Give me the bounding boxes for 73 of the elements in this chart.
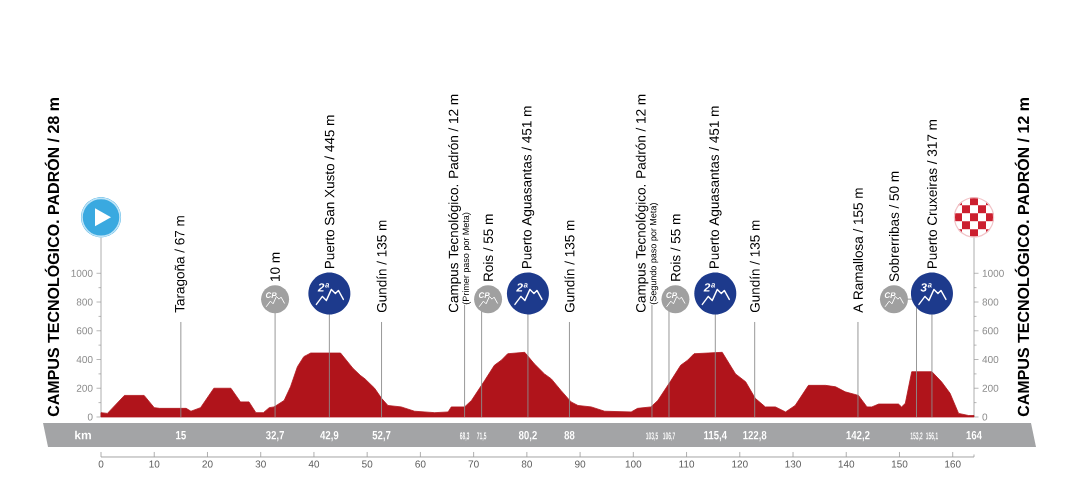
x2-tick-label: 15 xyxy=(176,431,186,440)
x2-tick-label: 32,7 xyxy=(265,430,284,442)
annotation: CP xyxy=(478,292,490,298)
ref-line-label: Puerto Aguasantas / 451 m xyxy=(521,106,535,269)
x-tick-label: 20 xyxy=(202,460,213,468)
x2-tick-label: 164 xyxy=(966,430,982,440)
y-tick-label: 400 xyxy=(76,355,93,364)
annotation: 3ª xyxy=(920,283,932,292)
x2-tick-label: 71,5 xyxy=(477,432,487,441)
ref-line-label: Campus Tecnológico. Padrón / 12 m xyxy=(635,94,649,313)
ref-line-label: Taragoña / 67 m xyxy=(174,216,188,313)
y-axis-title: CAMPUS TECNOLÓGICO. PADRÓN / 28 m xyxy=(44,98,60,417)
y2-tick-label: 800 xyxy=(982,298,999,306)
ref-line-label: Puerto Cruxeiras / 317 m xyxy=(926,120,937,269)
x2-tick-label: 42,9 xyxy=(320,430,339,442)
x2-tick-label: 80,2 xyxy=(518,430,537,442)
y-tick-label: 200 xyxy=(76,384,93,392)
y-tick-label: 0 xyxy=(87,413,93,421)
ref-line-label: 10 m xyxy=(270,252,280,281)
x-tick-label: 10 xyxy=(149,460,160,468)
x2-tick-label: 52,7 xyxy=(372,430,391,442)
x-tick-label: 60 xyxy=(415,460,426,468)
x2-tick-label: 103,5 xyxy=(646,432,659,441)
x-tick-label: 160 xyxy=(945,460,961,468)
x2-tick-label: 153,2 xyxy=(910,432,923,441)
annotation: (Primer paso por Meta) xyxy=(462,212,471,305)
annotation: 2ª xyxy=(317,283,330,292)
annotation: CP xyxy=(666,292,678,298)
x2-tick-label: 106,7 xyxy=(663,432,675,441)
y2-tick-label: 200 xyxy=(982,384,999,392)
ref-line-label: Gundín / 135 m xyxy=(376,220,387,313)
y-tick-label: 1000 xyxy=(71,269,93,277)
y-tick-label: 600 xyxy=(76,327,93,335)
annotation: CP xyxy=(884,292,896,298)
x2-tick-label: 115,4 xyxy=(704,431,727,442)
x-tick-label: 80 xyxy=(521,460,533,468)
x-tick-label: 140 xyxy=(838,460,855,468)
x-tick-label: 110 xyxy=(679,460,695,468)
x-tick-label: 70 xyxy=(468,460,479,468)
y2-tick-label: 400 xyxy=(982,355,999,364)
ref-line-label: Rois / 55 m xyxy=(483,214,494,281)
ref-line-label: Campus Tecnológico. Padrón / 12 m xyxy=(448,94,461,313)
x-tick-label: 30 xyxy=(255,460,266,468)
x2-tick-label: 156,1 xyxy=(926,432,939,441)
x-tick-label: 150 xyxy=(891,460,908,468)
annotation: (Segundo paso por Meta) xyxy=(649,203,659,305)
x-tick-label: 40 xyxy=(308,460,320,468)
ref-line-label: A Ramallosa / 155 m xyxy=(853,188,863,313)
x2-axis-title: km xyxy=(75,430,91,440)
x-tick-label: 90 xyxy=(575,460,586,468)
x2-tick-label: 122,8 xyxy=(743,430,767,442)
x-tick-label: 120 xyxy=(732,460,748,468)
x-tick-label: 130 xyxy=(785,460,801,468)
y2-tick-label: 1000 xyxy=(982,269,1004,277)
x2-tick-label: 142,2 xyxy=(846,430,870,442)
x2-tick-label: 68,3 xyxy=(459,432,470,441)
x-tick-label: 0 xyxy=(98,460,104,468)
x-tick-label: 100 xyxy=(625,460,642,468)
ref-line-label: Gundín / 135 m xyxy=(564,220,575,313)
annotation: 2ª xyxy=(516,283,528,292)
x-tick-label: 50 xyxy=(362,460,373,468)
annotation: CP xyxy=(265,292,277,298)
y2-axis-title: CAMPUS TECNOLÓGICO. PADRÓN / 12 m xyxy=(1014,98,1030,417)
ref-line-label: Gundín / 135 m xyxy=(749,220,760,313)
annotation: 2ª xyxy=(703,283,716,292)
ref-line-label: Puerto San Xusto / 445 m xyxy=(324,115,335,269)
y2-tick-label: 600 xyxy=(982,327,999,335)
ref-line-label: Sobrerribas / 50 m xyxy=(888,171,899,282)
ref-line-label: Puerto Aguasantas / 451 m xyxy=(709,106,722,269)
ref-line-label: Rois / 55 m xyxy=(670,214,681,281)
y2-tick-label: 0 xyxy=(982,413,988,421)
x2-tick-label: 88 xyxy=(564,430,575,440)
y-tick-label: 800 xyxy=(76,298,93,306)
